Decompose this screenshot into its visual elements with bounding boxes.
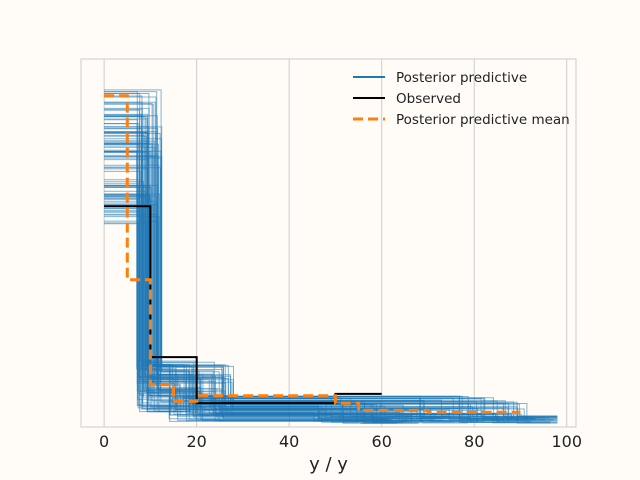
x-tick-label: 100 <box>551 432 582 451</box>
posterior-predictive-sample <box>104 115 529 418</box>
posterior-predictive-sample <box>104 131 411 418</box>
posterior-predictive-sample <box>104 131 468 424</box>
posterior-predictive-mean-series <box>104 94 521 414</box>
posterior-predictive-sample <box>104 200 474 420</box>
x-tick-label: 20 <box>186 432 206 451</box>
legend: Posterior predictive Observed Posterior pr… <box>353 70 570 128</box>
x-tick-label: 40 <box>279 432 299 451</box>
legend-label: Observed <box>396 91 461 107</box>
legend-label: Posterior predictive mean <box>396 112 570 128</box>
x-axis-label: y / y <box>309 454 348 475</box>
legend-label: Posterior predictive <box>396 70 527 86</box>
x-tick-label: 80 <box>464 432 484 451</box>
posterior-predictive-sample <box>104 151 418 424</box>
posterior-predictive-sample <box>104 151 551 422</box>
posterior-predictive-samples <box>104 89 558 424</box>
posterior-predictive-sample <box>104 170 410 422</box>
x-axis-ticks: 0 20 40 60 80 100 <box>99 432 582 451</box>
posterior-predictive-sample <box>104 181 402 417</box>
x-tick-label: 60 <box>372 432 392 451</box>
posterior-predictive-sample <box>104 154 454 423</box>
posterior-predictive-mean-line <box>104 94 521 414</box>
x-tick-label: 0 <box>99 432 109 451</box>
